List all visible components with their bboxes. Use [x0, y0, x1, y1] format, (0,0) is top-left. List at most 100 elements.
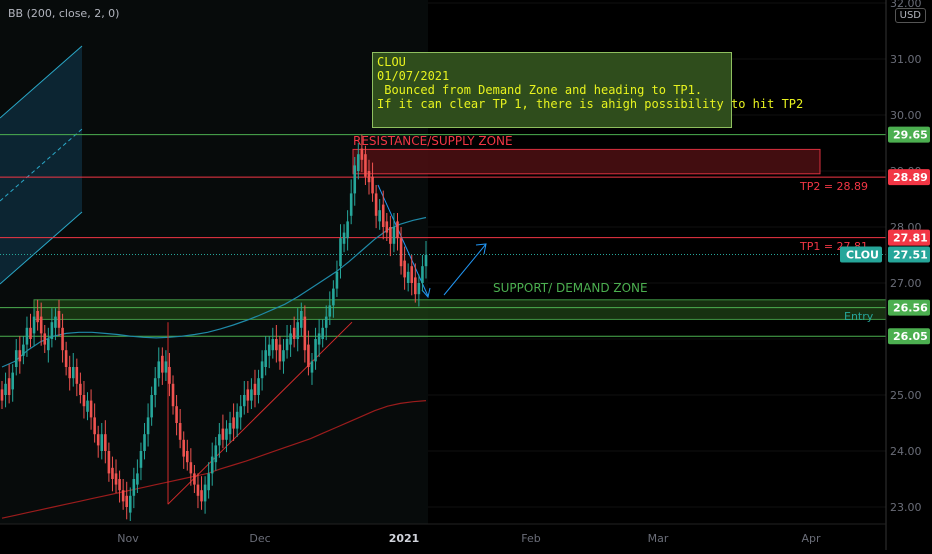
note-line: If it can clear TP 1, there is ahigh pos…	[377, 97, 804, 111]
indicator-title[interactable]: BB (200, close, 2, 0)	[8, 7, 120, 20]
time-tick-label: Apr	[801, 532, 821, 545]
candle-body	[399, 238, 403, 267]
candle-body	[278, 344, 282, 362]
note-line: Bounced from Demand Zone and heading to …	[377, 83, 703, 97]
time-tick-label: Dec	[249, 532, 270, 545]
price-tags: 29.65 28.89 27.81 27.51 CLOU 26.56 26.05	[840, 126, 930, 345]
candle-body	[32, 316, 36, 334]
candle-body	[275, 339, 278, 351]
candle-body	[175, 406, 178, 423]
candle-body	[342, 232, 346, 244]
price-tick-label: 32.00	[890, 0, 922, 10]
price-tag-value: 28.89	[893, 171, 928, 184]
candle-body	[54, 316, 57, 328]
candle-body	[232, 417, 235, 429]
candle-body	[378, 210, 381, 222]
candle-body	[285, 339, 289, 351]
candle-body	[64, 350, 68, 367]
candle-body	[104, 434, 107, 451]
candle-body	[374, 193, 378, 216]
candle-body	[353, 165, 357, 194]
channel-bottom-line	[0, 211, 83, 285]
bollinger-lower-line	[1, 400, 427, 519]
candle-body	[193, 473, 196, 485]
price-axis[interactable]: 23.0024.0025.0026.0027.0028.0029.0030.00…	[885, 0, 922, 550]
time-tick-label: 2021	[389, 532, 420, 545]
candle-body	[178, 423, 182, 440]
indicator-lines	[1, 184, 487, 519]
candle-body	[57, 311, 61, 328]
candle-body	[403, 260, 406, 278]
candle-body	[96, 434, 100, 446]
price-tag-bg	[888, 229, 930, 246]
candle-body	[321, 327, 324, 339]
support-trendline	[167, 321, 353, 505]
time-tick-label: Mar	[648, 532, 669, 545]
candle-body	[328, 305, 332, 317]
candle-body	[79, 383, 82, 395]
candle-body	[11, 372, 14, 390]
candle-body	[153, 378, 157, 395]
candle-body	[417, 283, 421, 295]
price-tag-value: 26.56	[893, 302, 928, 315]
candle-body	[349, 193, 353, 216]
candle-body	[246, 389, 250, 401]
time-axis[interactable]: Nov Dec 2021 Feb Mar Apr	[0, 523, 886, 545]
candle-body	[221, 428, 225, 440]
candle-body	[168, 367, 171, 384]
level-lines	[0, 134, 886, 337]
candle-body	[132, 479, 136, 496]
entry-label: Entry	[844, 310, 874, 323]
candle-body	[257, 378, 260, 395]
candle-body	[207, 473, 210, 491]
candle-body	[93, 417, 96, 435]
parallel-channel	[0, 46, 82, 284]
candle-body	[100, 434, 104, 451]
price-tag-value: 26.05	[893, 330, 928, 343]
candle-body	[396, 221, 399, 239]
candle-body	[332, 288, 335, 306]
candle-body	[253, 383, 257, 395]
candle-body	[25, 327, 29, 345]
price-tick-label: 27.00	[890, 277, 922, 290]
candle-body	[414, 277, 417, 295]
candle-body	[214, 445, 218, 463]
candle-body	[250, 389, 253, 401]
candle-body	[218, 434, 221, 446]
resistance-zone-label: RESISTANCE/SUPPLY ZONE	[353, 134, 513, 148]
candle-body	[406, 271, 410, 283]
candle-body	[339, 238, 342, 267]
time-tick-label: Nov	[117, 532, 139, 545]
candle-body	[385, 221, 389, 233]
candle-body	[82, 395, 86, 407]
price-tag-bg	[888, 169, 930, 186]
candle-body	[36, 311, 39, 323]
candle-body	[182, 439, 186, 457]
candle-body	[68, 367, 71, 379]
candle-body	[346, 221, 349, 239]
candle-body	[157, 361, 161, 379]
price-tag-bg	[888, 299, 930, 316]
candle-body	[136, 473, 139, 485]
candle-body	[43, 333, 47, 345]
candle-body	[171, 383, 175, 407]
candle-body	[296, 322, 300, 339]
candle-body	[75, 367, 79, 384]
price-tick-label: 25.00	[890, 389, 922, 402]
candle-body	[200, 490, 203, 502]
candle-body	[71, 367, 75, 379]
price-tag-bg	[888, 328, 930, 345]
price-tag-value: 27.51	[893, 248, 928, 261]
candle-body	[146, 417, 150, 435]
candle-body	[228, 423, 232, 435]
price-tick-label: 23.00	[890, 501, 922, 514]
note-callout[interactable]: CLOU 01/07/2021 Bounced from Demand Zone…	[372, 52, 804, 128]
currency-badge[interactable]: USD	[894, 8, 926, 23]
candle-body	[50, 322, 54, 339]
candle-body	[118, 479, 121, 491]
support-zone-label: SUPPORT/ DEMAND ZONE	[493, 281, 648, 295]
candle-body	[86, 400, 89, 412]
candle-body	[267, 344, 271, 356]
